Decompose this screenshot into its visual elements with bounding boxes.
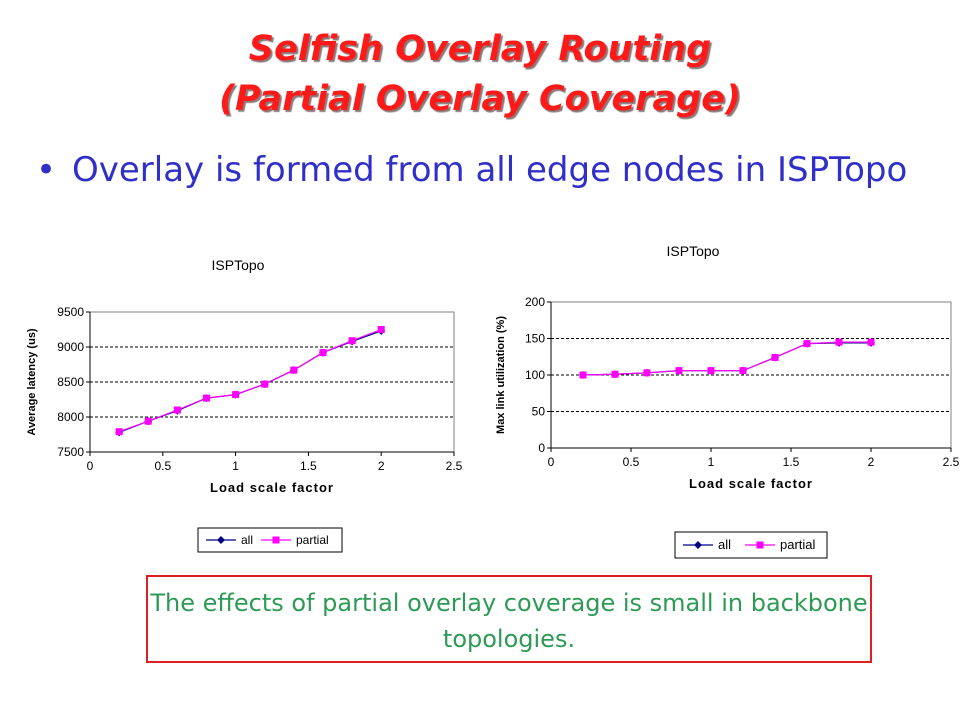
legend-label-all: all xyxy=(241,533,253,547)
y-tick-label: 7500 xyxy=(57,445,84,459)
bullet-marker: • xyxy=(36,150,57,190)
data-point-partial xyxy=(261,380,269,388)
data-point-partial xyxy=(611,370,619,378)
data-point-partial xyxy=(579,371,587,379)
y-tick-label: 8500 xyxy=(57,375,84,389)
y-axis-label: Average latency (us) xyxy=(26,328,38,436)
chart-title: ISPTopo xyxy=(212,257,265,273)
x-tick-label: 1.5 xyxy=(783,455,800,469)
utilization-chart: ISPTopo 0 50 100 150 200 0 0.5 1 1.5 2 2.5 Load scal… xyxy=(495,243,960,559)
x-axis-label: Load scale factor xyxy=(210,480,334,495)
legend-label-partial: partial xyxy=(780,537,816,552)
y-axis-label: Max link utilization (%) xyxy=(495,316,507,434)
y-tick-label: 150 xyxy=(525,332,545,346)
callout-text: The effects of partial overlay coverage … xyxy=(150,589,868,653)
data-point-partial xyxy=(319,349,327,357)
x-tick-label: 0.5 xyxy=(154,459,171,473)
legend-marker-partial xyxy=(272,536,280,544)
y-tick-label: 9000 xyxy=(57,340,84,354)
legend-marker-all xyxy=(694,541,702,549)
data-point-partial xyxy=(173,406,181,414)
chart-title: ISPTopo xyxy=(667,243,720,259)
x-tick-label: 1 xyxy=(232,459,239,473)
x-tick-label: 2 xyxy=(378,459,385,473)
data-point-partial xyxy=(643,369,651,377)
x-tick-label: 1.5 xyxy=(300,459,317,473)
y-tick-label: 9500 xyxy=(57,305,84,319)
x-tick-label: 0.5 xyxy=(623,455,640,469)
bullet-text: Overlay is formed from all edge nodes in… xyxy=(72,150,908,190)
data-point-partial xyxy=(835,338,843,346)
data-point-partial xyxy=(771,353,779,361)
data-point-partial xyxy=(867,338,875,346)
data-point-partial xyxy=(290,366,298,374)
data-point-partial xyxy=(377,326,385,333)
y-tick-label: 50 xyxy=(532,405,546,419)
latency-chart: ISPTopo 7500 8000 8500 9000 9500 0 0.5 1 1.5 2 2.5 L… xyxy=(26,257,463,553)
callout-box: The effects of partial overlay coverage … xyxy=(146,575,872,663)
data-point-partial xyxy=(144,417,152,425)
slide-title-line1: Selfish Overlay Routing xyxy=(248,29,712,69)
x-tick-label: 2.5 xyxy=(446,459,463,473)
x-tick-label: 2 xyxy=(868,455,875,469)
y-tick-label: 8000 xyxy=(57,410,84,424)
series-line-partial xyxy=(118,328,382,433)
data-point-partial xyxy=(232,391,240,399)
data-point-partial xyxy=(675,367,683,375)
series-line-partial xyxy=(582,341,871,376)
x-tick-label: 1 xyxy=(708,455,715,469)
x-tick-label: 0 xyxy=(87,459,94,473)
legend-label-all: all xyxy=(718,537,731,552)
data-point-partial xyxy=(739,367,747,375)
data-point-partial xyxy=(115,428,123,436)
x-axis-label: Load scale factor xyxy=(689,476,813,491)
y-tick-label: 100 xyxy=(525,368,545,382)
legend-marker-all xyxy=(217,536,225,544)
x-tick-label: 0 xyxy=(548,455,555,469)
data-point-partial xyxy=(202,394,210,402)
legend-label-partial: partial xyxy=(296,533,329,547)
legend-marker-partial xyxy=(756,541,764,549)
y-tick-label: 0 xyxy=(538,441,545,455)
data-point-partial xyxy=(803,340,811,348)
y-tick-label: 200 xyxy=(525,295,545,309)
x-tick-label: 2.5 xyxy=(943,455,960,469)
slide-title-line2: (Partial Overlay Coverage) xyxy=(219,79,741,119)
data-point-partial xyxy=(348,337,356,345)
data-point-partial xyxy=(707,367,715,375)
